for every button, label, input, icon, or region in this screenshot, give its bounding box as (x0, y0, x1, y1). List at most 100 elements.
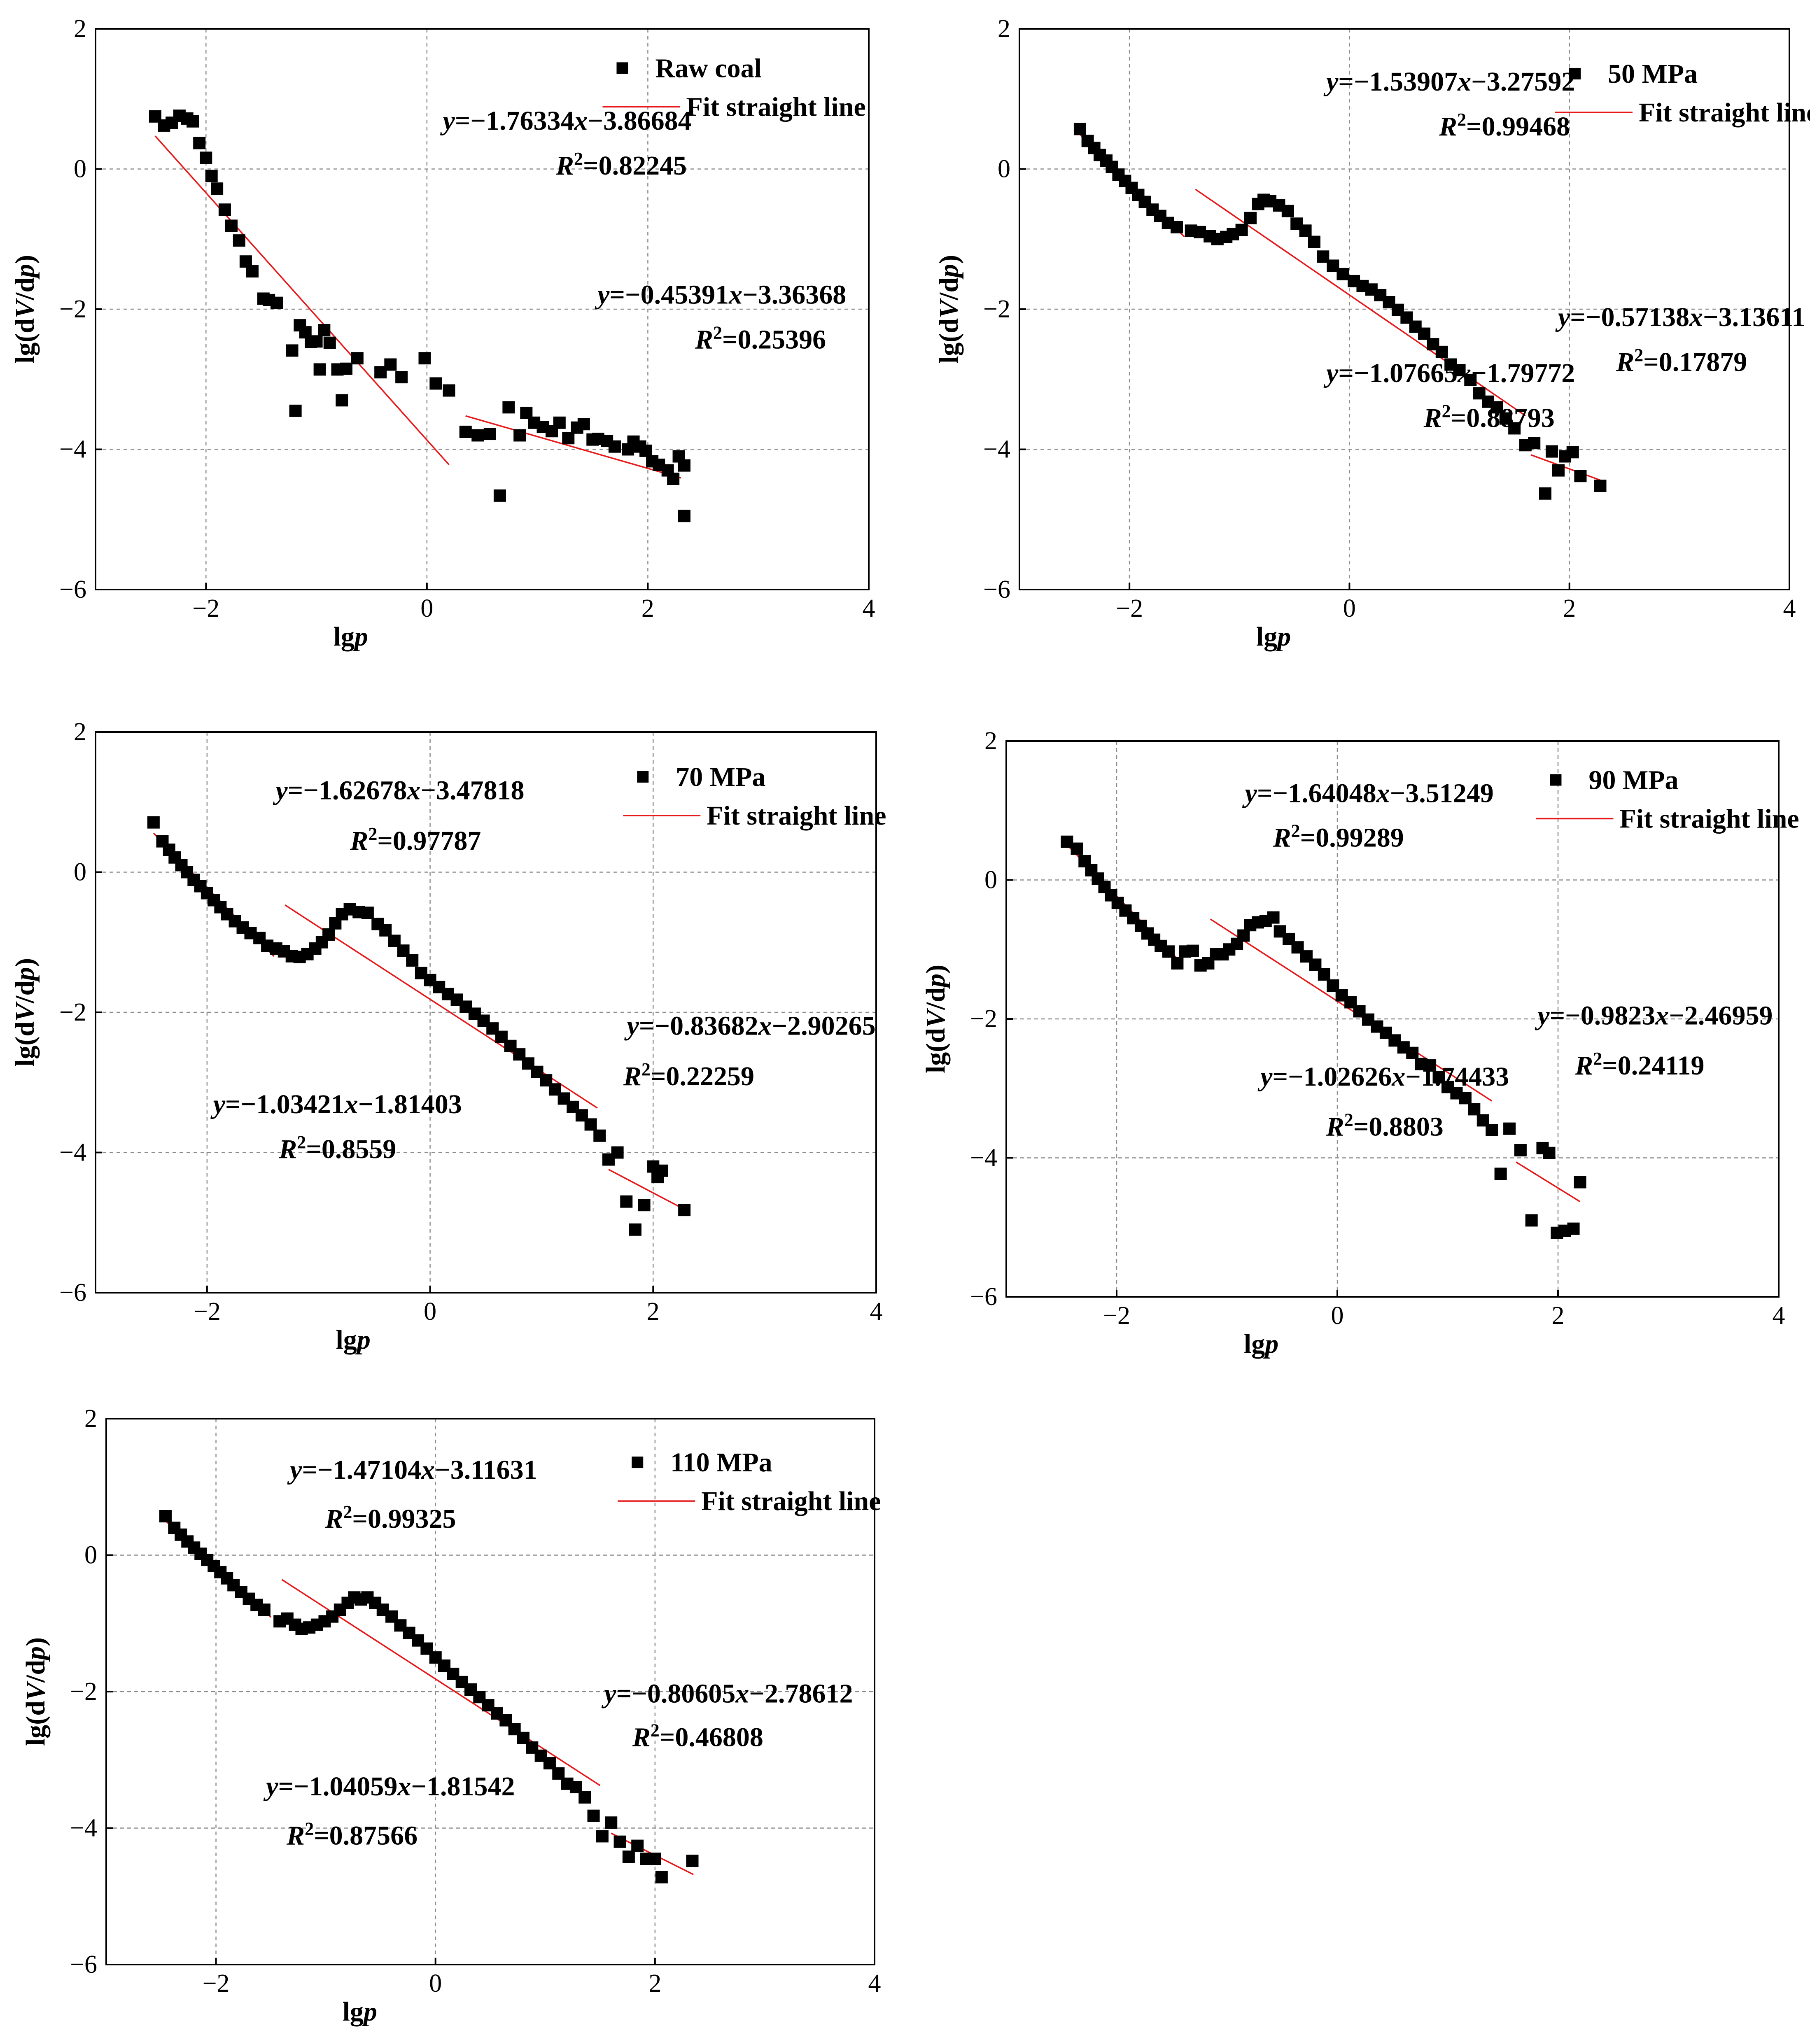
y-tick-label: −2 (70, 1678, 97, 1706)
fit-r-squared-3: R2=0.46808 (632, 1720, 763, 1753)
x-tick-label: 2 (1552, 1302, 1565, 1330)
x-tick-label: −2 (1103, 1302, 1130, 1330)
data-point (1162, 945, 1175, 958)
y-tick-label: −6 (59, 576, 86, 604)
data-point (655, 1164, 668, 1177)
y-tick-label: 2 (74, 15, 86, 43)
x-axis-title: lgp (1256, 622, 1291, 652)
data-point (562, 432, 575, 445)
data-point (395, 371, 408, 384)
legend: Raw coal Fit straight line (602, 53, 866, 122)
y-tick-label: −4 (59, 1139, 86, 1167)
fit-equation-1: y=−1.76334x−3.86684 (440, 106, 692, 136)
data-point (1171, 221, 1183, 233)
y-tick-label: −4 (59, 436, 86, 464)
data-point (1235, 224, 1248, 236)
y-tick-label: 0 (84, 1541, 97, 1569)
fit-line-3 (1530, 454, 1601, 481)
data-point (310, 335, 323, 348)
data-point (1545, 445, 1558, 458)
y-tick-label: −6 (983, 576, 1010, 604)
data-point (1567, 1222, 1580, 1235)
data-point (443, 384, 455, 397)
data-point (1574, 470, 1587, 482)
x-tick-label: −2 (192, 594, 219, 622)
legend-marker-symbol (616, 62, 628, 74)
legend-line-label: Fit straight line (1639, 98, 1810, 128)
data-point (1490, 401, 1503, 414)
data-point (608, 440, 621, 453)
fit-equation-2: y=−1.03421x−1.81403 (210, 1089, 462, 1119)
x-tick-label: −2 (194, 1298, 221, 1326)
y-tick-label: −2 (59, 998, 86, 1026)
y-axis-title: lg(dV/dp) (934, 255, 964, 364)
data-point (233, 234, 245, 247)
data-point (418, 352, 431, 365)
data-point (1186, 944, 1199, 957)
data-point (1503, 1122, 1516, 1135)
data-point (323, 336, 336, 349)
fit-equation-3: y=−0.9823x−2.46959 (1535, 1001, 1773, 1031)
y-axis-title: lg(dV/dp) (10, 958, 40, 1067)
legend-line-label: Fit straight line (701, 1486, 881, 1516)
data-point (286, 344, 299, 357)
data-point (1468, 1103, 1481, 1116)
data-point (429, 377, 442, 390)
data-point (678, 459, 690, 472)
data-point (406, 954, 419, 967)
fit-equation-2: y=−1.07665x−1.79772 (1323, 358, 1575, 388)
data-point (1528, 437, 1541, 450)
data-point (246, 265, 259, 278)
data-point (1424, 1059, 1437, 1072)
data-point (1073, 123, 1086, 135)
data-point (620, 1195, 633, 1208)
data-point (322, 928, 335, 941)
x-tick-label: 4 (1773, 1302, 1785, 1330)
data-point (502, 401, 515, 414)
fit-equation-1: y=−1.53907x−3.27592 (1323, 67, 1575, 97)
x-tick-label: 4 (868, 1969, 881, 1997)
x-tick-label: −2 (1116, 594, 1143, 622)
data-point (336, 394, 348, 407)
data-point (159, 1510, 172, 1523)
data-point (655, 1871, 668, 1883)
data-point (1543, 1147, 1556, 1159)
fit-r-squared-2: R2=0.25396 (695, 322, 826, 355)
fit-r-squared-1: R2=0.99289 (1273, 820, 1404, 853)
data-point (193, 137, 206, 149)
y-tick-label: 0 (984, 866, 997, 894)
data-point (639, 444, 652, 457)
data-point (187, 115, 199, 128)
x-axis-title: lgp (336, 1325, 371, 1355)
y-axis-title: lg(dV/dp) (10, 255, 40, 364)
data-point (1459, 1092, 1472, 1105)
legend-line-label: Fit straight line (1619, 804, 1799, 834)
x-tick-label: 0 (420, 594, 433, 622)
fit-r-squared-2: R2=0.8803 (1326, 1109, 1444, 1142)
data-point (205, 170, 218, 182)
x-tick-label: 0 (424, 1298, 436, 1326)
fit-r-squared-3: R2=0.22259 (623, 1059, 754, 1092)
legend-marker-label: 90 MPa (1588, 765, 1678, 795)
data-point (289, 404, 302, 417)
y-tick-label: 0 (74, 155, 86, 183)
fit-r-squared-3: R2=0.17879 (1616, 345, 1747, 377)
x-tick-label: 4 (870, 1298, 883, 1326)
fit-equation-3: y=−0.57138x−3.13611 (1555, 302, 1805, 332)
y-tick-label: 2 (984, 727, 997, 755)
data-point (318, 324, 331, 337)
legend-marker-symbol (632, 1457, 644, 1468)
x-tick-label: 2 (648, 1969, 661, 1997)
x-axis-title: lgp (334, 622, 368, 652)
chart-panel-2: −2 0 2 4 −6 −4 −2 0 2 lgp lg(dV/dp) y=−1.53907x−3.2… (934, 15, 1810, 652)
data-point (1299, 224, 1312, 237)
fit-equation-3: y=−0.83682x−2.90265 (624, 1011, 876, 1041)
data-point (678, 510, 690, 522)
data-point (1594, 480, 1607, 492)
data-point (1486, 1124, 1498, 1136)
legend-marker-label: 110 MPa (670, 1447, 772, 1478)
y-tick-label: 2 (74, 718, 86, 746)
fit-r-squared-2: R2=0.8559 (278, 1132, 396, 1165)
fit-equation-2: y=−1.02626x−1.74433 (1257, 1062, 1509, 1092)
